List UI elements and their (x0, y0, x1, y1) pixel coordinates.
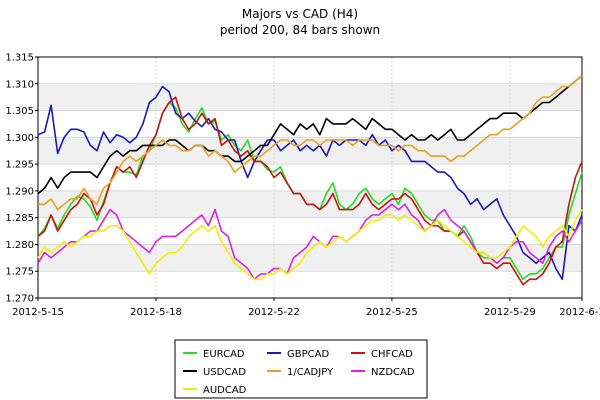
y-tick-label: 1.275 (5, 267, 34, 278)
y-tick-label: 1.310 (5, 79, 34, 90)
y-tick-label: 1.300 (5, 133, 34, 144)
x-tick-label: 2012-5-22 (248, 307, 300, 318)
x-tick-label: 2012-5-18 (130, 307, 182, 318)
y-axis: 1.270 1.275 1.280 1.285 1.290 1.295 1.300 1.305… (5, 53, 38, 305)
legend: EURCAD GBPCAD CHFCAD USDCAD 1/CADJPY NZDCAD AU… (174, 339, 428, 399)
x-axis: 2012-5-15 2012-5-18 2012-5-22 2012-5-25 2012… (12, 298, 600, 318)
y-tick-label: 1.285 (5, 213, 34, 224)
series-line-nzdcad (37, 203, 583, 281)
plot-border (37, 56, 583, 299)
legend-label-1-cadjpy: 1/CADJPY (287, 367, 334, 378)
grid-band (38, 83, 582, 111)
legend-label-usdcad: USDCAD (203, 367, 246, 378)
series-line-usdcad (37, 75, 583, 195)
y-tick-label: 1.295 (5, 160, 34, 171)
chart-title: Majors vs CAD (H4) (242, 7, 358, 21)
x-tick-label: 2012-6-1 (559, 307, 600, 318)
y-tick-label: 1.290 (5, 186, 34, 197)
grid-band (38, 137, 582, 165)
series-line-chfcad (37, 96, 583, 286)
chart-subtitle: period 200, 84 bars shown (220, 23, 380, 37)
legend-box (174, 339, 428, 399)
x-tick-label: 2012-5-15 (12, 307, 64, 318)
x-tick-label: 2012-5-29 (484, 307, 536, 318)
y-tick-label: 1.315 (5, 53, 34, 64)
series-lines (37, 75, 583, 286)
series-line-1-cadjpy (38, 75, 583, 211)
plot-area (37, 56, 583, 299)
legend-label-audcad: AUDCAD (203, 385, 247, 396)
grid-band (38, 244, 582, 272)
series-line-audcad (37, 209, 583, 281)
legend-label-eurcad: EURCAD (203, 349, 245, 360)
legend-label-chfcad: CHFCAD (371, 349, 413, 360)
y-tick-label: 1.270 (5, 294, 34, 305)
series-line-gbpcad (37, 85, 583, 281)
y-tick-label: 1.280 (5, 240, 34, 251)
x-tick-label: 2012-5-25 (366, 307, 418, 318)
legend-label-gbpcad: GBPCAD (287, 349, 329, 360)
y-tick-label: 1.305 (5, 106, 34, 117)
legend-label-nzdcad: NZDCAD (371, 367, 415, 378)
